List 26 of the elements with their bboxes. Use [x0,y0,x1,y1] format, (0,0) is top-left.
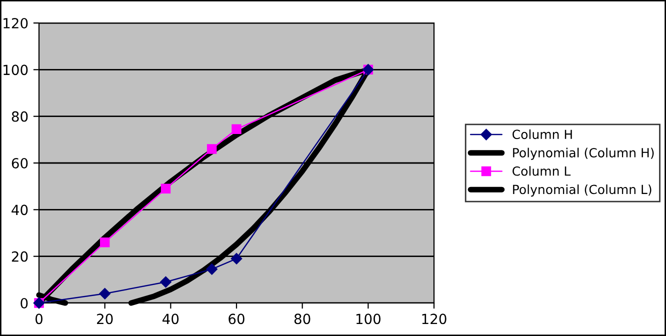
point [206,264,218,275]
y-tick-label: 20 [12,251,28,262]
x-tick-label: 80 [294,314,310,324]
point [160,276,172,288]
y-tick-label: 100 [4,64,28,76]
point [160,184,171,194]
x-tick-label: 40 [162,314,179,324]
point [99,288,110,300]
legend-label: Polynomial (Column L) [513,184,652,197]
x-tick-label: 100 [356,314,380,324]
legend-label: Column H [512,129,572,140]
point [206,144,217,154]
point [230,253,242,264]
y-tick-label: 60 [12,158,28,168]
x-tick-label: 60 [228,314,244,324]
point [100,237,110,248]
x-tick-label: 0 [35,314,42,324]
x-tick-label: 120 [422,314,446,324]
x-tick-label: 20 [97,314,113,324]
legend-label: Polynomial (Column H) [513,148,654,160]
y-tick-label: 0 [20,298,28,308]
point [232,124,242,134]
y-tick-label: 40 [12,204,28,216]
y-tick-label: 120 [4,18,28,28]
legend-label: Column L [512,166,571,176]
y-tick-label: 80 [12,111,28,122]
